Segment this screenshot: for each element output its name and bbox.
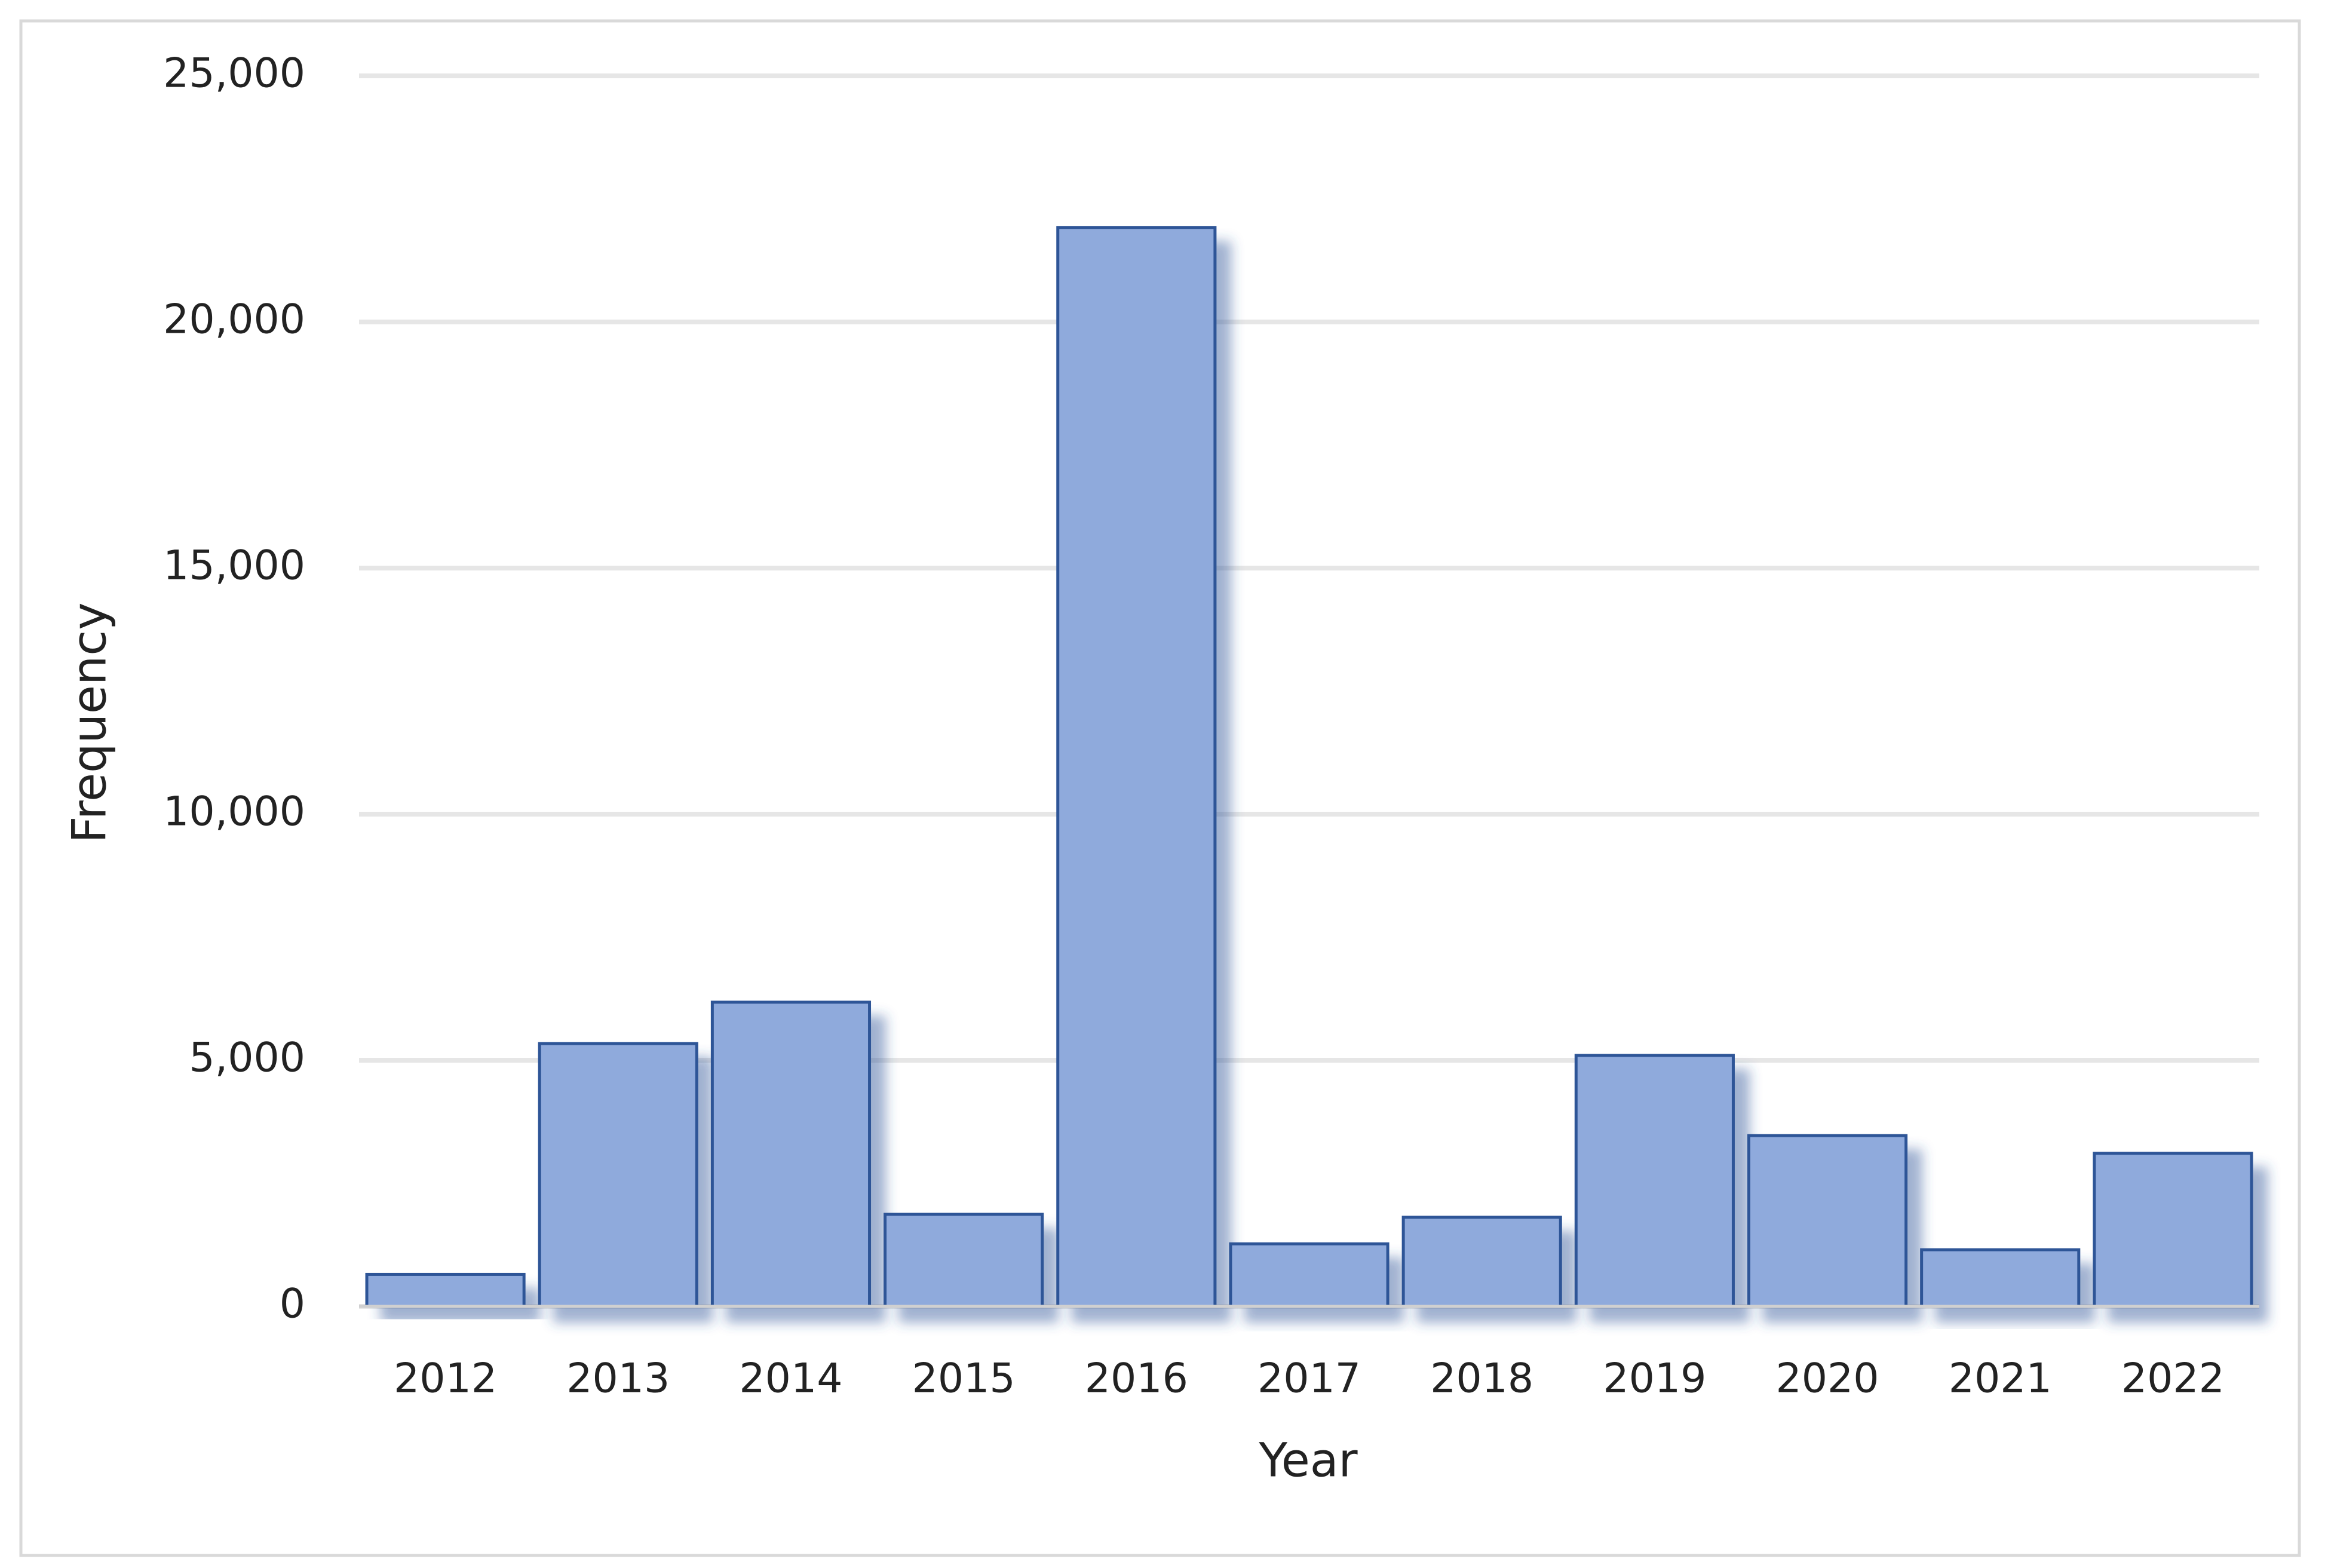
bar bbox=[1747, 1134, 1908, 1308]
bar bbox=[1229, 1242, 1390, 1308]
x-tick-label: 2016 bbox=[1085, 1355, 1188, 1403]
y-tick-label: 0 bbox=[280, 1281, 305, 1328]
x-tick-label: 2013 bbox=[566, 1355, 670, 1403]
x-tick-label: 2022 bbox=[2121, 1355, 2225, 1403]
y-tick-label: 20,000 bbox=[163, 296, 305, 343]
x-tick-label: 2019 bbox=[1603, 1355, 1706, 1403]
x-tick-label: 2018 bbox=[1430, 1355, 1533, 1403]
bar bbox=[884, 1213, 1044, 1308]
x-tick-label: 2020 bbox=[1776, 1355, 1879, 1403]
bar bbox=[710, 1001, 872, 1308]
bar bbox=[1056, 226, 1217, 1308]
bar bbox=[2093, 1152, 2253, 1308]
x-tick-label: 2017 bbox=[1257, 1355, 1361, 1403]
bar bbox=[365, 1272, 526, 1308]
x-tick-label: 2014 bbox=[739, 1355, 842, 1403]
y-tick-label: 15,000 bbox=[163, 542, 305, 590]
x-tick-label: 2021 bbox=[1949, 1355, 2052, 1403]
y-tick-label: 10,000 bbox=[163, 788, 305, 836]
bar bbox=[1574, 1054, 1735, 1308]
x-tick-label: 2012 bbox=[394, 1355, 497, 1403]
y-tick-label: 25,000 bbox=[163, 50, 305, 97]
y-axis-title: Frequency bbox=[63, 603, 116, 843]
y-tick-label: 5,000 bbox=[189, 1035, 305, 1082]
bar bbox=[538, 1042, 698, 1308]
x-tick-label: 2015 bbox=[912, 1355, 1016, 1403]
x-axis-title: Year bbox=[1258, 1434, 1358, 1487]
bar bbox=[1920, 1248, 2081, 1308]
bar bbox=[1401, 1216, 1562, 1308]
